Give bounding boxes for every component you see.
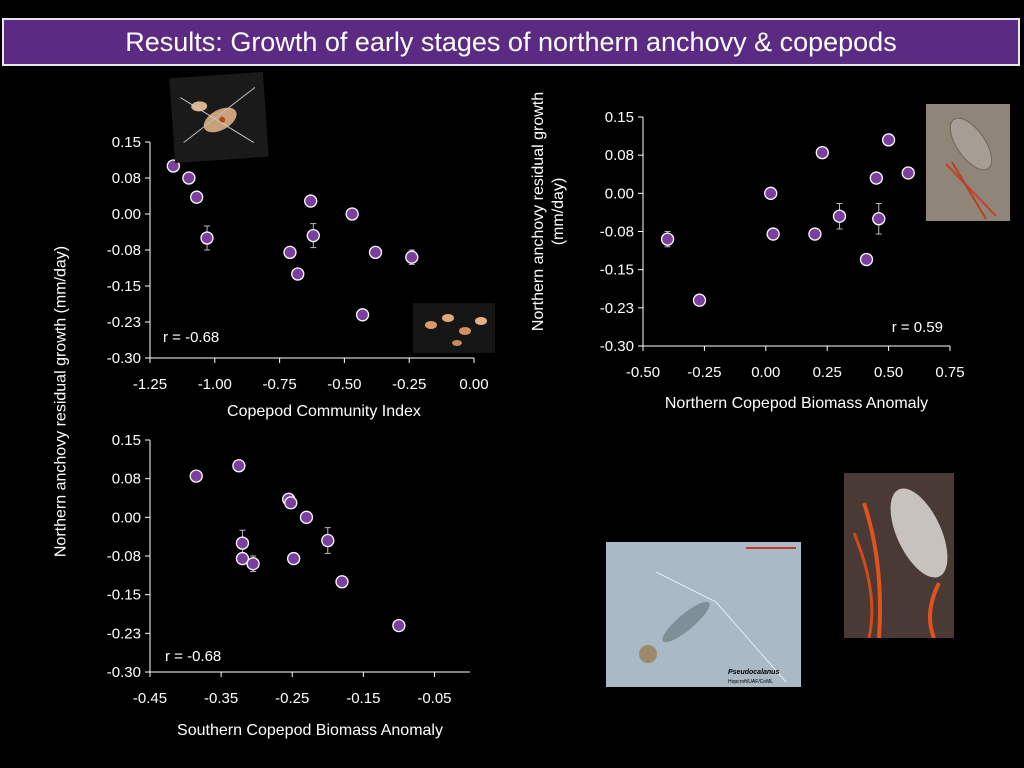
y-tick-label: -0.30 <box>107 664 141 681</box>
data-point <box>291 267 305 281</box>
data-point <box>190 190 204 204</box>
x-tick-label: -1.25 <box>133 376 167 393</box>
y-tick-label: 0.15 <box>112 432 141 449</box>
data-point <box>200 231 214 245</box>
y-tick-label: 0.15 <box>112 134 141 151</box>
copepod-photo-right <box>926 104 1010 221</box>
data-point <box>368 245 383 260</box>
y-tick-label: -0.15 <box>107 587 141 604</box>
data-point <box>235 536 250 550</box>
y-tick-label: 0.08 <box>112 170 141 187</box>
data-point <box>764 186 778 200</box>
x-tick-label: -0.25 <box>392 376 426 393</box>
y-tick-label: -0.30 <box>600 338 634 355</box>
y-axis-label: Northern anchovy residual growth (mm/day) <box>530 92 567 331</box>
copepod-photo-top <box>169 71 269 164</box>
data-point <box>306 228 320 243</box>
data-point <box>355 308 370 322</box>
data-point <box>286 551 301 566</box>
slide-title: Results: Growth of early stages of north… <box>2 18 1020 66</box>
data-point <box>335 575 349 589</box>
y-tick-label: -0.23 <box>600 300 634 317</box>
x-axis-label: Southern Copepod Biomass Anomaly <box>177 722 443 739</box>
data-point <box>832 209 847 223</box>
y-tick-label: 0.08 <box>112 471 141 488</box>
pseudocalanus-label: Pseudocalanus <box>728 669 779 676</box>
data-point <box>283 245 297 260</box>
x-tick-label: 0.00 <box>459 376 488 393</box>
data-point <box>246 557 260 571</box>
data-point <box>901 166 915 180</box>
x-axis-label: Northern Copepod Biomass Anomaly <box>665 395 928 412</box>
data-point <box>299 510 314 524</box>
x-tick-label: -0.35 <box>204 690 238 707</box>
pseudocalanus-photo: Pseudocalanus Hopcroft/UAF/CoML <box>606 542 801 687</box>
correlation-label: r = 0.59 <box>892 319 943 336</box>
y-tick-label: 0.00 <box>112 509 141 526</box>
data-point <box>766 227 780 241</box>
y-tick-label: 0.15 <box>605 109 634 126</box>
x-tick-label: -0.50 <box>327 376 361 393</box>
x-tick-label: -0.05 <box>417 690 451 707</box>
data-point <box>189 469 203 483</box>
data-point <box>869 171 883 185</box>
data-point <box>808 227 822 241</box>
x-tick-label: -1.00 <box>198 376 232 393</box>
y-tick-label: -0.15 <box>107 278 141 295</box>
y-tick-label: -0.23 <box>107 625 141 642</box>
y-tick-label: 0.00 <box>112 206 141 223</box>
data-point <box>321 533 335 548</box>
data-point <box>345 207 359 221</box>
data-point <box>235 551 250 566</box>
x-tick-label: 0.25 <box>813 364 842 381</box>
x-axis-label: Copepod Community Index <box>227 403 421 420</box>
y-tick-label: -0.08 <box>600 224 634 241</box>
data-point <box>660 232 675 246</box>
copepod-closeup-photo <box>844 473 954 638</box>
x-tick-label: -0.45 <box>133 690 167 707</box>
data-point <box>405 250 419 264</box>
correlation-label: r = -0.68 <box>163 329 219 346</box>
x-tick-label: 0.75 <box>935 364 964 381</box>
y-tick-label: 0.00 <box>605 185 634 202</box>
data-point <box>232 459 246 473</box>
y-tick-label: -0.23 <box>107 314 141 331</box>
data-point <box>881 133 896 147</box>
y-tick-label: -0.08 <box>107 242 141 259</box>
y-tick-label: -0.30 <box>107 350 141 367</box>
shared-y-axis-label: Northern anchovy residual growth (mm/day… <box>52 245 70 558</box>
x-tick-label: -0.75 <box>262 376 296 393</box>
x-tick-label: -0.25 <box>687 364 721 381</box>
data-point <box>182 171 196 185</box>
data-point <box>815 145 829 160</box>
x-tick-label: 0.50 <box>874 364 903 381</box>
x-tick-label: -0.15 <box>346 690 380 707</box>
data-point <box>284 496 298 510</box>
copepods-group-photo <box>413 303 495 353</box>
data-point <box>859 252 874 267</box>
x-tick-label: 0.00 <box>751 364 780 381</box>
y-tick-label: 0.08 <box>605 147 634 164</box>
x-tick-label: -0.50 <box>626 364 660 381</box>
y-tick-label: -0.08 <box>107 548 141 565</box>
x-tick-label: -0.25 <box>275 690 309 707</box>
data-point <box>304 194 318 208</box>
y-tick-label: -0.15 <box>600 262 634 279</box>
correlation-label: r = -0.68 <box>165 648 221 665</box>
pseudocalanus-credit: Hopcroft/UAF/CoML <box>728 679 773 685</box>
data-point <box>692 293 707 307</box>
data-point <box>872 212 886 226</box>
data-point <box>392 618 406 633</box>
